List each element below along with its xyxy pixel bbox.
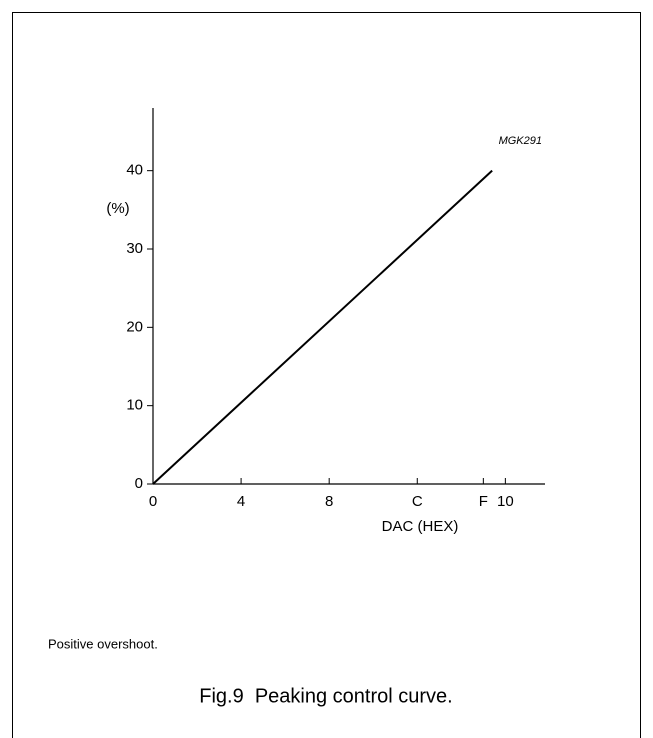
y-tick-label: 0 [135, 475, 143, 492]
y-axis-label: (%) [106, 200, 129, 217]
x-tick-label: C [412, 493, 423, 510]
y-tick-label: 20 [126, 318, 143, 335]
x-tick-label: 10 [497, 493, 514, 510]
x-tick-label: 0 [149, 493, 157, 510]
caption: Fig.9 Peaking control curve. [199, 685, 452, 707]
y-tick-label: 30 [126, 240, 143, 257]
note: Positive overshoot. [48, 636, 158, 651]
frame [12, 12, 641, 738]
x-axis-label: DAC (HEX) [382, 518, 459, 535]
curve [152, 169, 493, 485]
x-tick-label: 8 [325, 493, 333, 510]
figure-code: MGK291 [499, 135, 542, 147]
x-tick-label: 4 [237, 493, 245, 510]
x-tick-label: F [479, 493, 488, 510]
y-tick-label: 40 [126, 162, 143, 179]
y-tick-label: 10 [126, 397, 143, 414]
